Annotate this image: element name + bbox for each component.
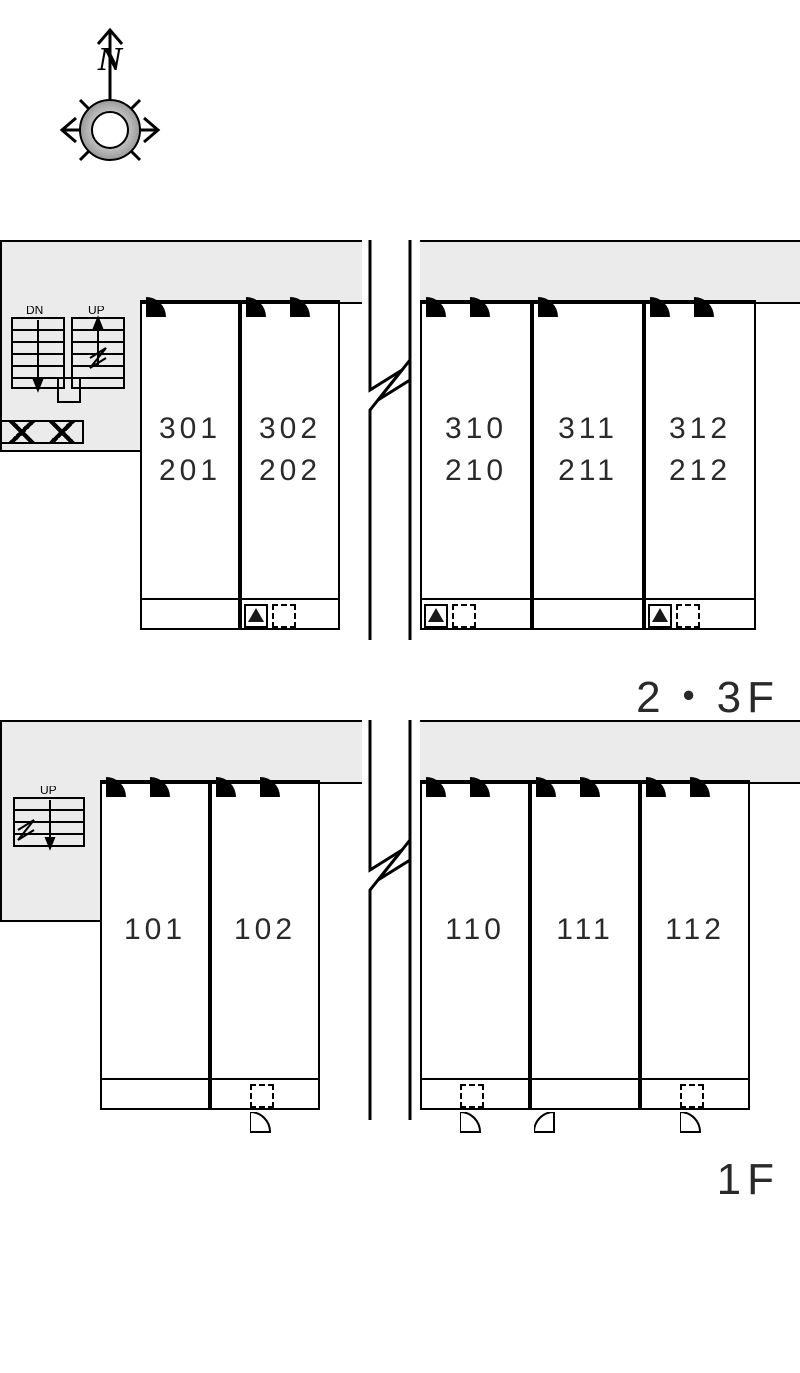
unit-cell: 310 210 (420, 300, 532, 600)
hatched-panel (0, 420, 84, 444)
unit-number: 211 (558, 450, 618, 492)
unit-number: 101 (124, 909, 186, 951)
unit-number: 311 (558, 408, 618, 450)
section-break-mark (362, 720, 418, 1120)
unit-number: 110 (445, 909, 505, 951)
unit-number: 310 (445, 408, 507, 450)
floor-label-upper: 2・3F (636, 661, 780, 725)
equipment-symbols (100, 1082, 320, 1108)
equipment-dashed-icon (680, 1084, 704, 1108)
floor-label-lower: 1F (717, 1155, 780, 1205)
equipment-triangle-icon (648, 604, 672, 628)
staircase-lower: UP (10, 786, 100, 856)
unit-cell: 312 212 (644, 300, 756, 600)
floor-plan-1f: UP (0, 720, 800, 1150)
building-layout-plan: N (0, 0, 800, 1373)
unit-number: 102 (234, 909, 296, 951)
equipment-symbols (420, 602, 756, 628)
unit-cell: 302 202 (240, 300, 340, 600)
equipment-dashed-icon (250, 1084, 274, 1108)
unit-row-upper-left: 301 201 302 202 (140, 300, 340, 600)
unit-number: 111 (556, 909, 614, 951)
equipment-dashed-icon (676, 604, 700, 628)
entry-door-row (100, 1112, 320, 1142)
unit-cell: 301 201 (140, 300, 240, 600)
equipment-symbols (140, 602, 340, 628)
compass-n-label: N (97, 41, 124, 78)
section-break-mark (362, 240, 418, 640)
unit-number: 112 (665, 909, 725, 951)
staircase-upper: DN UP (10, 306, 140, 406)
unit-number: 301 (159, 408, 221, 450)
unit-number: 210 (445, 450, 507, 492)
equipment-triangle-icon (244, 604, 268, 628)
unit-cell: 101 (100, 780, 210, 1080)
equipment-symbols (420, 1082, 750, 1108)
entry-door-row (420, 1112, 750, 1142)
compass-rose: N (50, 20, 170, 220)
unit-number: 201 (159, 450, 221, 492)
unit-cell: 102 (210, 780, 320, 1080)
svg-text:UP: UP (40, 786, 57, 797)
floor-plan-2f-3f: DN UP 301 (0, 240, 800, 670)
equipment-dashed-icon (460, 1084, 484, 1108)
unit-row-upper-right: 310 210 311 211 312 212 (420, 300, 756, 600)
unit-row-lower-right: 110 111 112 (420, 780, 750, 1080)
unit-number: 302 (259, 408, 321, 450)
svg-text:DN: DN (26, 306, 43, 317)
unit-cell: 111 (530, 780, 640, 1080)
unit-number: 202 (259, 450, 321, 492)
unit-row-lower-left: 101 102 (100, 780, 320, 1080)
unit-cell: 110 (420, 780, 530, 1080)
equipment-triangle-icon (424, 604, 448, 628)
unit-cell: 311 211 (532, 300, 644, 600)
unit-number: 312 (669, 408, 731, 450)
equipment-dashed-icon (452, 604, 476, 628)
unit-cell: 112 (640, 780, 750, 1080)
equipment-dashed-icon (272, 604, 296, 628)
svg-text:UP: UP (88, 306, 105, 317)
unit-number: 212 (669, 450, 731, 492)
